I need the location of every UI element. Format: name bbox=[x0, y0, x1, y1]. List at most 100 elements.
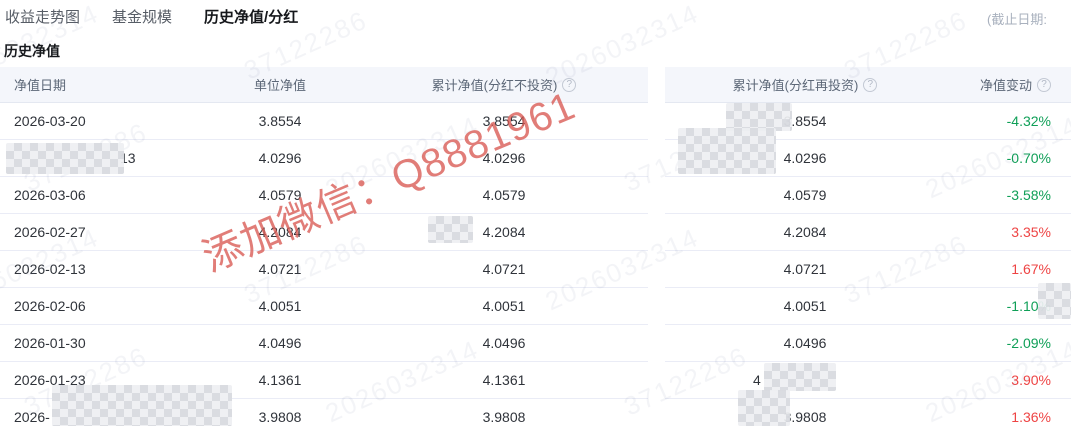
nav-date-value: 2026-02-13 bbox=[14, 261, 86, 277]
cum-nav-reinvest-value: 4.0296 bbox=[783, 150, 827, 166]
cell-cum-nav-no-reinvest: 4.1361 bbox=[482, 372, 526, 388]
cell-cum-nav-no-reinvest: 4.0496 bbox=[482, 335, 526, 351]
cum-nav-reinvest-value: 4.0721 bbox=[783, 261, 827, 277]
header-unit-nav: 单位净值 bbox=[253, 78, 306, 93]
cell-nav-date: 13 bbox=[0, 140, 200, 176]
table-row: 4.0051 -1.10% bbox=[665, 288, 1071, 325]
tab-return-trend[interactable]: 收益走势图 bbox=[5, 9, 81, 26]
cell-unit-nav: 4.0051 bbox=[258, 298, 302, 314]
cell-cum-nav-no-reinvest: 4.0579 bbox=[482, 187, 526, 203]
cell-cum-nav-reinvest: 4 bbox=[665, 362, 945, 398]
header-cum-nav-no-reinvest: 累计净值(分红不投资) ? bbox=[360, 67, 648, 102]
cell-nav-change: -4.32% bbox=[1006, 113, 1051, 129]
cell-nav-date: 2026-02-13 bbox=[0, 251, 200, 287]
cell-unit-nav: 4.0721 bbox=[258, 261, 302, 277]
help-icon[interactable]: ? bbox=[1037, 77, 1051, 92]
header-cum-nav-no-reinvest-label: 累计净值(分红不投资) bbox=[431, 78, 558, 93]
header-nav-date: 净值日期 bbox=[14, 78, 67, 93]
cell-unit-nav: 4.0296 bbox=[258, 150, 302, 166]
table-header-row: 净值日期 单位净值 累计净值(分红不投资) ? bbox=[0, 67, 648, 103]
cell-cum-nav-reinvest: 4.0579 bbox=[665, 177, 945, 213]
table-row: 2026-03-06 4.0579 4.0579 bbox=[0, 177, 648, 214]
cum-nav-reinvest-value: 4 bbox=[753, 372, 761, 388]
cell-nav-date: 2026-03-06 bbox=[0, 177, 200, 213]
cell-cum-nav-reinvest: 4.2084 bbox=[665, 214, 945, 250]
header-cum-nav-reinvest-label: 累计净值(分红再投资) bbox=[732, 78, 859, 93]
cell-cum-nav-reinvest: 4.0051 bbox=[665, 288, 945, 324]
cum-nav-reinvest-value: 4.0051 bbox=[783, 298, 827, 314]
table-row: 2026-02-06 4.0051 4.0051 bbox=[0, 288, 648, 325]
table-row: 13 4.0296 4.0296 bbox=[0, 140, 648, 177]
cell-unit-nav: 4.2084 bbox=[258, 224, 302, 240]
table-row: 3.8554 -4.32% bbox=[665, 103, 1071, 140]
header-nav-change-label: 净值变动 bbox=[979, 78, 1032, 93]
header-nav-change: 净值变动 ? bbox=[945, 67, 1071, 102]
cell-nav-change: 1.36% bbox=[1011, 409, 1051, 425]
table-row: 2026-02-13 4.0721 4.0721 bbox=[0, 251, 648, 288]
cell-cum-nav-no-reinvest: 4.0721 bbox=[482, 261, 526, 277]
help-icon[interactable]: ? bbox=[863, 77, 878, 92]
table-header-row: 累计净值(分红再投资) ? 净值变动 ? bbox=[665, 67, 1071, 103]
nav-date-value: 13 bbox=[120, 150, 136, 166]
cell-cum-nav-no-reinvest: 4.0296 bbox=[482, 150, 526, 166]
nav-date-value: 2026-01-23 bbox=[14, 372, 86, 388]
tab-history-nav-dividend[interactable]: 历史净值/分红 bbox=[204, 9, 299, 26]
nav-date-value: 2026-02-27 bbox=[14, 224, 86, 240]
cell-cum-nav-no-reinvest: 3.8554 bbox=[482, 113, 526, 129]
cell-nav-date: 2026-02-06 bbox=[0, 288, 200, 324]
cell-nav-change: -1.10% bbox=[1006, 298, 1051, 314]
cell-cum-nav-reinvest: 3.9808 bbox=[665, 399, 945, 426]
table-row: 4.0496 -2.09% bbox=[665, 325, 1071, 362]
cell-nav-date: 2026-01-23 bbox=[0, 362, 200, 398]
cell-cum-nav-reinvest: 4.0721 bbox=[665, 251, 945, 287]
table-row: 4.0579 -3.58% bbox=[665, 177, 1071, 214]
cell-nav-change: 1.67% bbox=[1011, 261, 1051, 277]
cell-unit-nav: 4.1361 bbox=[258, 372, 302, 388]
header-cum-nav-reinvest: 累计净值(分红再投资) ? bbox=[665, 67, 945, 102]
cell-cum-nav-no-reinvest: 4.2084 bbox=[482, 224, 526, 240]
cell-cum-nav-no-reinvest: 4.0051 bbox=[482, 298, 526, 314]
cell-unit-nav: 3.9808 bbox=[258, 409, 302, 425]
cum-nav-reinvest-value: 4.0496 bbox=[783, 335, 827, 351]
cell-cum-nav-reinvest: 4.0296 bbox=[665, 140, 945, 176]
cell-nav-date: 2026-02-27 bbox=[0, 214, 200, 250]
cum-nav-reinvest-value: 4.0579 bbox=[783, 187, 827, 203]
cum-nav-reinvest-value: 3.9808 bbox=[783, 409, 827, 425]
cum-nav-reinvest-value: 4.2084 bbox=[783, 224, 827, 240]
cell-nav-date: 2026-03-20 bbox=[0, 103, 200, 139]
table-row: 2026-01-23 4.1361 4.1361 bbox=[0, 362, 648, 399]
cell-unit-nav: 3.8554 bbox=[258, 113, 302, 129]
nav-date-value: 2026-03-20 bbox=[14, 113, 86, 129]
history-nav-tables: 净值日期 单位净值 累计净值(分红不投资) ? 2026-03-20 3.855… bbox=[0, 67, 1071, 426]
cell-cum-nav-reinvest: 4.0496 bbox=[665, 325, 945, 361]
nav-date-value: 2026- bbox=[14, 409, 50, 425]
table-row: 2026-01-30 4.0496 4.0496 bbox=[0, 325, 648, 362]
cell-cum-nav-no-reinvest: 3.9808 bbox=[482, 409, 526, 425]
help-icon[interactable]: ? bbox=[562, 77, 577, 92]
cum-nav-reinvest-value: 3.8554 bbox=[783, 113, 827, 129]
nav-date-value: 2026-02-06 bbox=[14, 298, 86, 314]
nav-table-right: 累计净值(分红再投资) ? 净值变动 ? 3.8554 -4.32% 4.029… bbox=[665, 67, 1071, 426]
table-row: 4.2084 3.35% bbox=[665, 214, 1071, 251]
cell-cum-nav-reinvest: 3.8554 bbox=[665, 103, 945, 139]
table-body-left: 2026-03-20 3.8554 3.8554 13 4.0296 4.029… bbox=[0, 103, 648, 426]
cell-nav-change: -3.58% bbox=[1006, 187, 1051, 203]
table-row: 2026-03-20 3.8554 3.8554 bbox=[0, 103, 648, 140]
cell-unit-nav: 4.0496 bbox=[258, 335, 302, 351]
cell-nav-change: -2.09% bbox=[1006, 335, 1051, 351]
nav-table-left: 净值日期 单位净值 累计净值(分红不投资) ? 2026-03-20 3.855… bbox=[0, 67, 648, 426]
table-row: 3.9808 1.36% bbox=[665, 399, 1071, 426]
cutoff-date-label: (截止日期: bbox=[987, 12, 1047, 27]
cell-nav-change: -0.70% bbox=[1006, 150, 1051, 166]
cell-nav-date: 2026- bbox=[0, 399, 200, 426]
section-title-history-nav: 历史净值 bbox=[4, 43, 60, 59]
table-row: 4 3.90% bbox=[665, 362, 1071, 399]
table-row: 2026-02-27 4.2084 4.2084 bbox=[0, 214, 648, 251]
cell-nav-change: 3.90% bbox=[1011, 372, 1051, 388]
cell-nav-change: 3.35% bbox=[1011, 224, 1051, 240]
tab-fund-scale[interactable]: 基金规模 bbox=[112, 9, 173, 26]
table-row: 2026- 3.9808 3.9808 bbox=[0, 399, 648, 426]
nav-date-value: 2026-01-30 bbox=[14, 335, 86, 351]
cell-nav-date: 2026-01-30 bbox=[0, 325, 200, 361]
